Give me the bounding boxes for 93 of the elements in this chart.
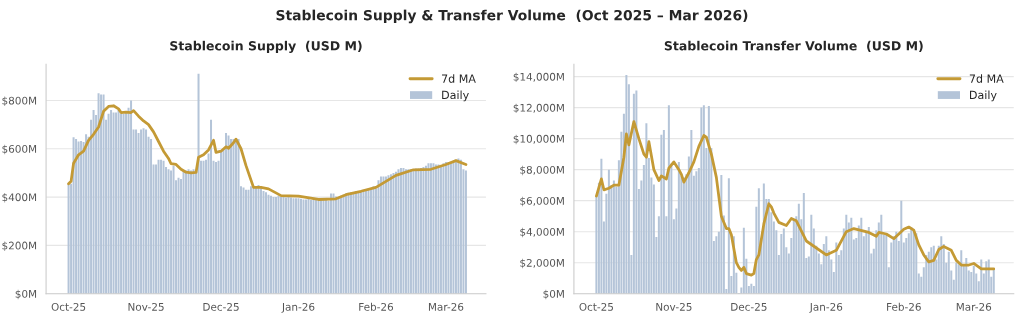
- y-tick-label: $0M: [543, 289, 564, 300]
- bar: [600, 158, 603, 294]
- bar: [707, 106, 710, 294]
- bar: [262, 191, 265, 294]
- bar: [260, 186, 263, 294]
- bar: [625, 75, 628, 294]
- bar: [97, 93, 100, 294]
- bar: [845, 214, 848, 294]
- y-tick-label: $8,000M: [520, 165, 564, 176]
- x-tick-label: Mar-26: [428, 302, 464, 311]
- bar: [172, 165, 175, 294]
- bar: [220, 151, 223, 294]
- bar: [145, 129, 148, 294]
- x-tick-label: Mar-26: [956, 302, 992, 311]
- y-tick-label: $600M: [2, 144, 37, 155]
- bar: [885, 233, 888, 294]
- bar: [802, 192, 805, 294]
- bar: [295, 198, 297, 294]
- x-tick-label: Oct-25: [579, 302, 613, 311]
- legend-label: 7d MA: [442, 74, 476, 83]
- chart-title: Stablecoin Supply (USD M): [170, 40, 362, 54]
- bar: [867, 227, 870, 294]
- bar: [660, 134, 663, 294]
- x-tick-label: Jan-26: [809, 302, 843, 313]
- bar: [167, 169, 170, 294]
- bar: [377, 180, 380, 294]
- bar: [125, 112, 128, 294]
- y-tick-label: $12,000M: [513, 103, 564, 114]
- y-tick-label: $200M: [2, 241, 37, 251]
- bar: [742, 227, 745, 294]
- y-tick-label: $14,000M: [513, 72, 564, 83]
- x-tick-label: Nov-25: [128, 302, 164, 311]
- text: Stablecoin Supply & Transfer Volume (Oct 2025 – Mar 2026): [276, 9, 748, 24]
- bar: [379, 176, 382, 294]
- x-tick-label: Dec-25: [731, 302, 767, 311]
- bar: [810, 214, 813, 294]
- bar: [992, 268, 995, 294]
- bar: [197, 73, 200, 294]
- bar: [667, 105, 670, 294]
- x-tick-label: Jan-26: [281, 302, 315, 313]
- legend-label: Daily: [442, 90, 469, 102]
- y-tick-label: $800M: [2, 96, 37, 106]
- bar: [900, 200, 903, 294]
- bar: [662, 130, 665, 294]
- x-tick-label: Nov-25: [656, 302, 692, 311]
- y-tick-label: $2,000M: [520, 258, 564, 269]
- line-series: [595, 120, 996, 277]
- bar: [282, 197, 285, 294]
- bar: [292, 198, 295, 294]
- y-tick-label: $0M: [15, 289, 37, 300]
- bar: [135, 129, 138, 294]
- bar: [297, 198, 300, 294]
- bar: [177, 177, 180, 294]
- x-tick-label: Feb-26: [359, 302, 394, 311]
- x-tick-label: Feb-26: [887, 302, 921, 311]
- bar: [960, 250, 963, 294]
- bar: [210, 119, 213, 294]
- bar: [72, 137, 75, 294]
- y-tick-label: $10,000M: [513, 134, 564, 145]
- bar: [677, 161, 680, 294]
- x-tick-label: Oct-25: [51, 302, 86, 311]
- bar: [782, 228, 785, 294]
- bar: [947, 251, 950, 294]
- bar: [280, 197, 282, 294]
- y-tick-label: $4,000M: [520, 227, 564, 238]
- legend-label: 7d MA: [969, 74, 1004, 83]
- bar: [797, 203, 800, 294]
- x-tick-label: Dec-25: [203, 302, 239, 311]
- bar: [965, 258, 968, 294]
- bar: [137, 133, 140, 294]
- bar: [690, 130, 693, 294]
- bar: [92, 110, 95, 294]
- chart-title: Stablecoin Transfer Volume (USD M): [664, 40, 923, 52]
- bar: [972, 265, 975, 294]
- bar: [835, 242, 838, 294]
- legend-label: Daily: [970, 90, 997, 102]
- bar: [727, 178, 730, 294]
- y-tick-label: $400M: [2, 193, 37, 203]
- bar: [67, 183, 70, 294]
- bar: [817, 253, 820, 294]
- line-series: [67, 104, 468, 201]
- bar: [825, 236, 828, 294]
- bar: [182, 170, 185, 294]
- bar: [850, 217, 853, 294]
- bar: [792, 219, 795, 294]
- bar: [157, 159, 160, 294]
- bar: [940, 236, 943, 294]
- bar: [107, 113, 110, 294]
- bar: [277, 195, 280, 294]
- y-tick-label: $6,000M: [520, 196, 564, 207]
- bar: [130, 100, 133, 294]
- bar: [155, 164, 158, 294]
- bar: [170, 170, 173, 294]
